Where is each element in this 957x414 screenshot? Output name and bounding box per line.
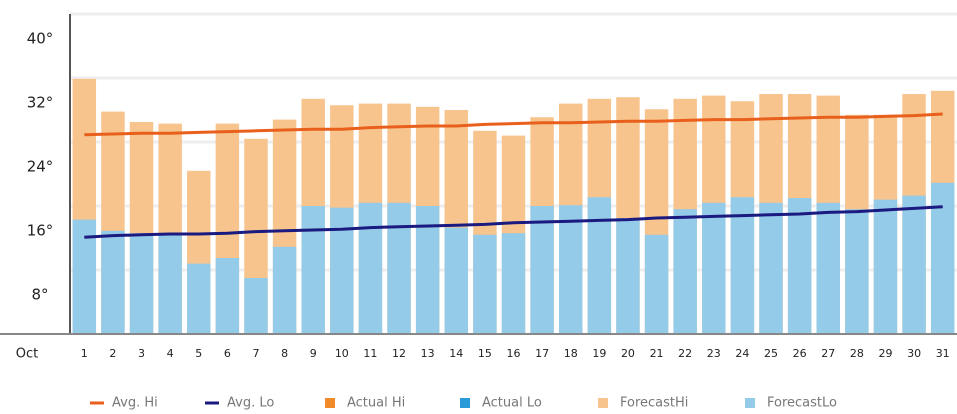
y-tick-label: 24° xyxy=(27,158,54,176)
x-tick-label: 17 xyxy=(535,347,549,360)
x-tick-label: 10 xyxy=(335,347,349,360)
legend-swatch xyxy=(598,398,608,408)
y-tick-label: 16° xyxy=(27,222,54,240)
bar xyxy=(873,199,898,334)
bar xyxy=(215,258,240,334)
x-tick-label: 6 xyxy=(224,347,231,360)
x-tick-label: 31 xyxy=(936,347,950,360)
legend-swatch xyxy=(325,398,335,408)
legend-label: Actual Lo xyxy=(482,396,542,411)
bar xyxy=(673,209,697,334)
x-tick-label: 18 xyxy=(564,347,578,360)
bar xyxy=(187,263,211,334)
line xyxy=(84,112,943,137)
bar xyxy=(730,197,755,334)
x-tick-label: 26 xyxy=(793,347,807,360)
bar xyxy=(158,234,182,334)
x-tick-label: 1 xyxy=(81,347,88,360)
y-tick-label: 32° xyxy=(27,94,54,112)
bar xyxy=(644,234,669,334)
x-tick-label: 13 xyxy=(421,347,435,360)
bar xyxy=(530,206,554,334)
y-tick-label: 40° xyxy=(27,30,54,48)
x-tick-label: 25 xyxy=(764,347,778,360)
x-tick-label: 3 xyxy=(138,347,145,360)
x-tick-label: 30 xyxy=(907,347,921,360)
x-tick-label: 14 xyxy=(449,347,463,360)
x-tick-label: 22 xyxy=(678,347,692,360)
bar xyxy=(816,202,840,334)
legend-label: Avg. Lo xyxy=(227,396,274,411)
month-label: Oct xyxy=(16,347,38,362)
bar xyxy=(501,233,526,334)
x-tick-label: 8 xyxy=(281,347,288,360)
bar xyxy=(444,227,469,334)
x-tick-label: 15 xyxy=(478,347,492,360)
bar xyxy=(301,206,325,334)
x-tick-label: 2 xyxy=(109,347,116,360)
bar xyxy=(902,195,926,334)
x-tick-label: 9 xyxy=(310,347,317,360)
x-tick-label: 27 xyxy=(821,347,835,360)
bar xyxy=(244,278,268,334)
x-tick-label: 12 xyxy=(392,347,406,360)
x-tick-label: 11 xyxy=(363,347,377,360)
legend-label: Avg. Hi xyxy=(112,396,158,411)
line xyxy=(84,205,943,239)
bar xyxy=(558,205,583,334)
bar xyxy=(616,218,640,334)
y-tick-label: 8° xyxy=(31,286,48,304)
bar xyxy=(845,209,869,334)
bar xyxy=(358,202,383,334)
bar xyxy=(759,202,783,334)
x-tick-label: 21 xyxy=(650,347,664,360)
x-tick-label: 16 xyxy=(507,347,521,360)
bar xyxy=(930,182,955,334)
bar xyxy=(473,234,497,334)
x-tick-label: 23 xyxy=(707,347,721,360)
legend-label: Actual Hi xyxy=(347,396,405,411)
bar xyxy=(415,206,440,334)
bar xyxy=(129,233,154,334)
x-tick-label: 4 xyxy=(167,347,174,360)
bar xyxy=(272,246,297,334)
bar xyxy=(72,219,97,334)
legend-swatch xyxy=(460,398,470,408)
bar xyxy=(787,198,812,334)
x-tick-label: 24 xyxy=(735,347,749,360)
legend-label: ForecastHi xyxy=(620,396,688,411)
bar xyxy=(387,202,411,334)
legend-swatch xyxy=(745,398,755,408)
x-tick-label: 5 xyxy=(195,347,202,360)
bar xyxy=(702,202,726,334)
x-tick-label: 19 xyxy=(592,347,606,360)
x-tick-label: 29 xyxy=(878,347,892,360)
x-tick-label: 7 xyxy=(252,347,259,360)
bar xyxy=(330,207,354,334)
bar xyxy=(101,230,125,334)
bar xyxy=(587,197,612,334)
legend-label: ForecastLo xyxy=(767,396,837,411)
x-tick-label: 28 xyxy=(850,347,864,360)
x-tick-label: 20 xyxy=(621,347,635,360)
